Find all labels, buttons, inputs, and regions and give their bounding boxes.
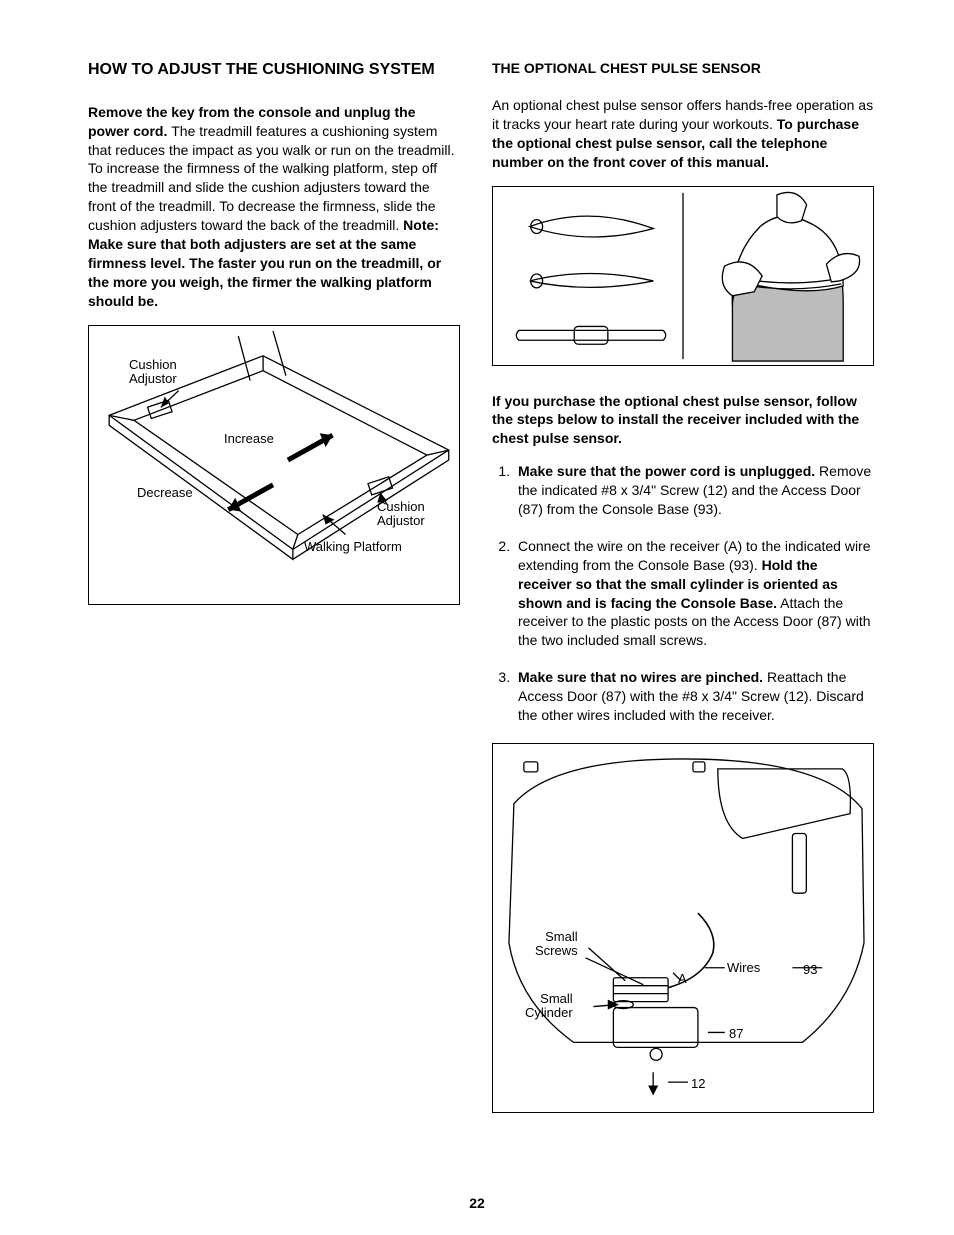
chest-sensor-figure: [492, 186, 874, 366]
receiver-figure-svg: [493, 744, 873, 1112]
label-93: 93: [803, 963, 817, 977]
step-1: Make sure that the power cord is unplugg…: [514, 462, 874, 519]
sensor-figure-svg: [493, 187, 873, 365]
step-2: Connect the wire on the receiver (A) to …: [514, 537, 874, 650]
step-3-bold: Make sure that no wires are pinched.: [518, 669, 763, 685]
label-small-screws: Small Screws: [535, 930, 578, 959]
label-12: 12: [691, 1077, 705, 1091]
label-small-cylinder: Small Cylinder: [525, 992, 573, 1021]
step-3: Make sure that no wires are pinched. Rea…: [514, 668, 874, 725]
install-steps: Make sure that the power cord is unplugg…: [492, 462, 874, 725]
sensor-intro: An optional chest pulse sensor offers ha…: [492, 96, 874, 172]
cushioning-paragraph: Remove the key from the console and unpl…: [88, 103, 460, 311]
label-decrease: Decrease: [137, 486, 193, 500]
label-cushion-adjustor-right: Cushion Adjustor: [377, 500, 425, 529]
label-87: 87: [729, 1027, 743, 1041]
step-1-bold: Make sure that the power cord is unplugg…: [518, 463, 815, 479]
page-number: 22: [0, 1195, 954, 1211]
cushioning-body: The treadmill features a cushioning syst…: [88, 123, 455, 233]
label-wires: Wires: [727, 961, 760, 975]
label-increase: Increase: [224, 432, 274, 446]
cushion-adjustor-figure: Cushion Adjustor Increase Decrease Cushi…: [88, 325, 460, 605]
label-cushion-adjustor-top: Cushion Adjustor: [129, 358, 177, 387]
label-a: A: [678, 972, 687, 986]
install-lead: If you purchase the optional chest pulse…: [492, 392, 874, 449]
label-walking-platform: Walking Platform: [304, 540, 402, 554]
sensor-subtitle: THE OPTIONAL CHEST PULSE SENSOR: [492, 60, 874, 76]
receiver-figure: Small Screws Small Cylinder A Wires 93 8…: [492, 743, 874, 1113]
cushioning-title: HOW TO ADJUST THE CUSHIONING SYSTEM: [88, 60, 460, 81]
